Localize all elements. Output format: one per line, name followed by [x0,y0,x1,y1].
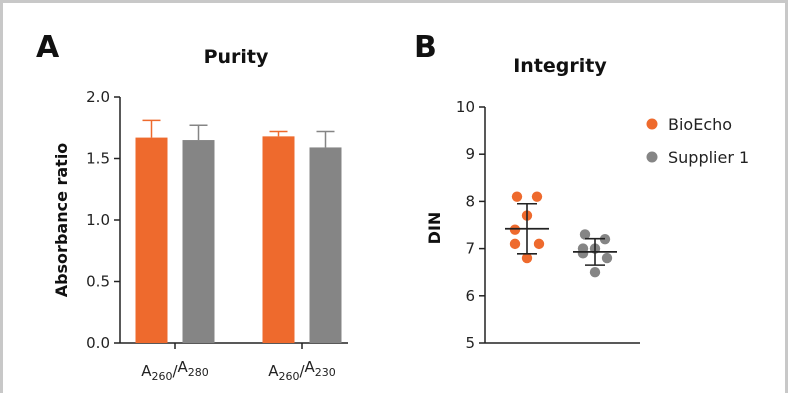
subscript: 260 [278,370,299,383]
chart-b-legend: BioEcho Supplier 1 [646,115,749,167]
subscript: 230 [315,366,336,379]
chart-a-y-tick-label: 0.5 [86,273,110,291]
chart-b-point [509,224,521,235]
label-part: A [268,362,279,380]
chart-a-y-tick-label: 2.0 [86,88,110,106]
panel-a: A Purity Absorbance ratio 0.0 0.5 1.0 1.5 2.… [36,30,348,383]
subscript: 260 [151,370,172,383]
chart-b-point [511,191,523,202]
label-part: / [172,362,178,380]
chart-b-point [509,238,521,250]
chart-b-legend-marker [646,118,658,130]
chart-b-point [589,267,601,278]
chart-b-y-tick-label: 9 [465,145,475,163]
chart-b-point [577,248,589,259]
label-part: A [141,362,152,380]
panel-a-letter: A [36,30,60,65]
chart-a-bar [182,140,215,343]
chart-a-y-axis: 0.0 0.5 1.0 1.5 2.0 [86,88,348,352]
chart-a-x-tick-label: A260/A280 [141,358,209,383]
chart-b-legend-marker [646,151,658,163]
chart-a-bar [135,137,168,343]
chart-a-bars [135,119,342,343]
chart-b-legend-label: BioEcho [668,115,732,134]
chart-b-y-tick-label: 5 [465,334,475,352]
chart-b-point [579,229,591,240]
chart-b-title: Integrity [513,55,607,77]
chart-b-ylabel: DIN [425,212,444,245]
chart-b-point [531,191,543,202]
chart-b-point [601,252,613,264]
chart-b-points [505,191,617,278]
chart-b-y-tick-label: 7 [465,240,475,258]
chart-b-y-axis: 5 6 7 8 9 10 [456,98,640,352]
chart-b-point [521,252,533,264]
chart-a-bar [309,147,342,343]
panel-b: B Integrity DIN 5 6 7 8 9 10 BioEcho Supplier … [414,30,749,352]
label-part: / [299,362,305,380]
chart-a-ylabel: Absorbance ratio [52,143,71,298]
panel-b-letter: B [414,30,437,65]
chart-b-y-tick-label: 10 [456,98,475,116]
chart-a-y-tick-label: 1.5 [86,150,110,168]
label-part: A [178,358,189,376]
chart-a-y-tick-label: 0.0 [86,334,110,352]
chart-b-y-tick-label: 8 [465,192,475,210]
chart-b-y-tick-label: 6 [465,287,475,305]
chart-a-bar [262,136,295,343]
chart-a-title: Purity [204,46,269,68]
chart-a-x-tick-label: A260/A230 [268,358,336,383]
chart-b-point [533,238,545,250]
subscript: 280 [188,366,209,379]
chart-a-y-tick-label: 1.0 [86,211,110,229]
chart-a-x-axis: A260/A280 A260/A230 [141,343,336,383]
chart-b-legend-label: Supplier 1 [668,148,749,167]
label-part: A [305,358,316,376]
